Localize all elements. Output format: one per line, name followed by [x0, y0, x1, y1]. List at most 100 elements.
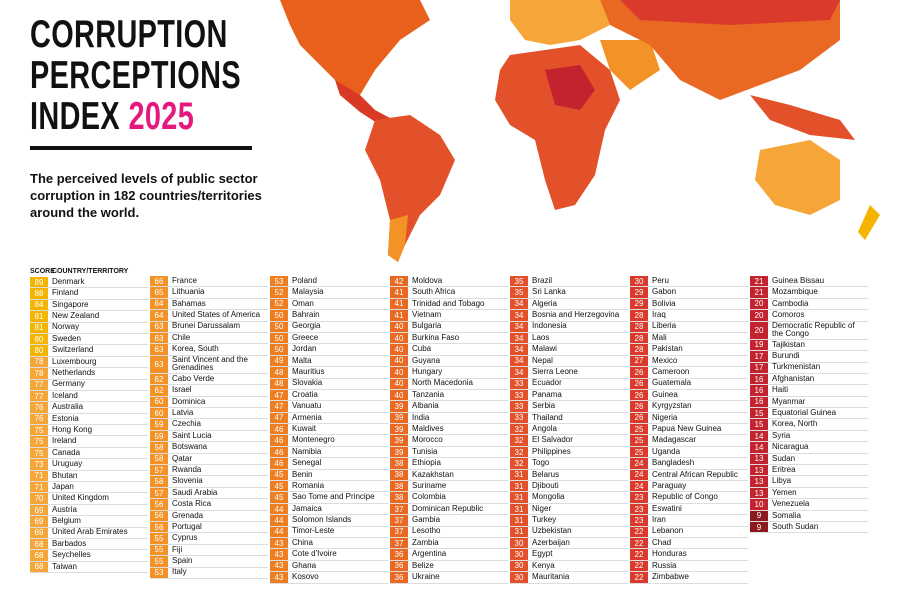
score: 53 [150, 567, 168, 578]
score: 77 [30, 390, 48, 402]
table-row: 75 Canada [30, 447, 148, 460]
score: 27 [630, 355, 648, 367]
score: 48 [270, 367, 288, 378]
table-row: 73 Uruguay [30, 459, 148, 471]
score: 40 [390, 332, 408, 344]
country: Togo [532, 458, 550, 468]
table-column: 35 Brazil 35 Sri Lanka 34 Algeria 34 Bosnia and… [510, 276, 628, 584]
table-row: 19 Tajikistan [750, 339, 868, 352]
score-header: SCORE [30, 268, 55, 275]
table-row: 68 Taiwan [30, 562, 148, 574]
score: 55 [150, 544, 168, 556]
country: Eritrea [772, 464, 796, 474]
score: 32 [510, 446, 528, 458]
country: Canada [52, 447, 81, 457]
table-row: 34 Malawi [510, 344, 628, 356]
europe [510, 0, 610, 45]
score: 46 [270, 458, 288, 469]
score: 43 [270, 572, 288, 583]
title: CORRUPTION PERCEPTIONS INDEX 2025 [30, 14, 241, 137]
country: Tajikistan [772, 339, 805, 349]
country: Sudan [772, 453, 796, 463]
new-zealand [858, 205, 880, 240]
table-row: 30 Peru [630, 276, 748, 288]
country: Papua New Guinea [652, 423, 722, 433]
country: Denmark [52, 276, 85, 286]
table-row: 34 Laos [510, 333, 628, 345]
score: 57 [150, 487, 168, 499]
table-row: 48 Mauritius [270, 367, 388, 379]
table-row: 56 Costa Rica [150, 499, 268, 511]
country: Malta [292, 355, 312, 365]
score: 69 [30, 527, 48, 538]
country: Vanuatu [292, 401, 322, 411]
table-row: 53 Italy [150, 567, 268, 579]
table-header: SCORE COUNTRY/TERRITORY [30, 266, 148, 277]
country: Sweden [52, 333, 81, 343]
table-row: 40 Burkina Faso [390, 332, 508, 345]
country: Austria [52, 504, 77, 514]
table-row: 49 Malta [270, 355, 388, 368]
score: 13 [750, 476, 768, 487]
table-row: 84 Singapore [30, 300, 148, 312]
table-row: 33 Ecuador [510, 378, 628, 390]
table-row: 32 Angola [510, 424, 628, 436]
country: Korea, North [772, 419, 818, 429]
score: 36 [390, 572, 408, 583]
table-row: 58 Botswana [150, 442, 268, 454]
table-row: 14 Syria [750, 431, 868, 443]
table-row: 63 Korea, South [150, 344, 268, 356]
table-row: 40 North Macedonia [390, 378, 508, 390]
country: Nigeria [652, 412, 678, 422]
table-row: 32 Philippines [510, 446, 628, 459]
table-row: 39 Albania [390, 401, 508, 413]
country: Cambodia [772, 298, 809, 308]
score: 40 [390, 344, 408, 355]
score: 20 [750, 298, 768, 310]
score: 34 [510, 355, 528, 367]
country: Chile [172, 332, 191, 342]
country: Finland [52, 288, 79, 298]
score: 57 [150, 465, 168, 476]
score: 30 [630, 276, 648, 287]
country: Gabon [652, 287, 677, 297]
table-row: 43 Kosovo [270, 572, 388, 584]
country: Latvia [172, 407, 194, 417]
country: Germany [52, 379, 85, 389]
table-row: 9 South Sudan [750, 522, 868, 534]
table-row: 50 Jordan [270, 344, 388, 356]
score: 58 [150, 442, 168, 453]
table-row: 20 Comoros [750, 310, 868, 322]
country: Botswana [172, 442, 208, 452]
country: Kuwait [292, 423, 317, 433]
table-row: 81 New Zealand [30, 311, 148, 323]
score: 63 [150, 344, 168, 355]
table-row: 64 Bahamas [150, 298, 268, 311]
country: Panama [532, 389, 562, 399]
score: 23 [630, 515, 648, 526]
country: Spain [172, 556, 193, 566]
table-row: 31 Djibouti [510, 481, 628, 493]
table-row: 47 Vanuatu [270, 401, 388, 413]
country: Bahamas [172, 298, 206, 308]
score: 26 [630, 412, 648, 424]
score: 43 [270, 560, 288, 572]
table-row: 20 Cambodia [750, 298, 868, 311]
score: 59 [150, 430, 168, 442]
country: Montenegro [292, 435, 335, 445]
score: 32 [510, 435, 528, 446]
country: Venezuela [772, 499, 810, 509]
score: 41 [390, 298, 408, 310]
table-row: 39 Maldives [390, 424, 508, 436]
country: Guyana [412, 355, 441, 365]
title-line: PERCEPTIONS [30, 54, 241, 97]
table-row: 25 Madagascar [630, 435, 748, 447]
country: Equatorial Guinea [772, 407, 837, 417]
score: 76 [30, 413, 48, 425]
country: Mozambique [772, 287, 818, 297]
country: Malaysia [292, 287, 324, 297]
country: Myanmar [772, 396, 806, 406]
country: South Africa [412, 287, 456, 297]
table-column: 21 Guinea Bissau 21 Mozambique 20 Cambodia 20 C… [750, 276, 868, 534]
